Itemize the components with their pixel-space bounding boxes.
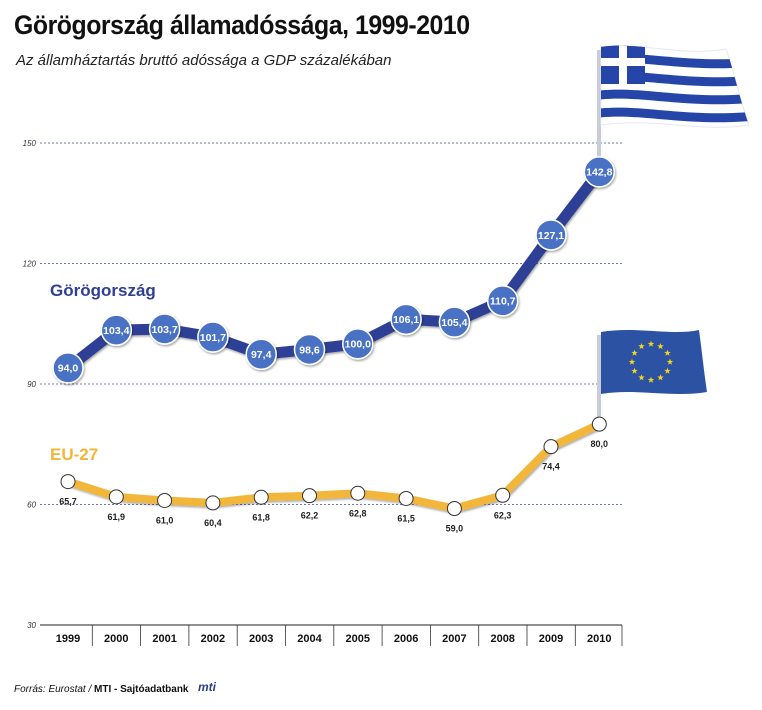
eu-star [631, 367, 638, 374]
eu-star [631, 349, 638, 356]
eu-star [657, 374, 664, 381]
debt-chart: 30 60 90 120 150 1999 2000 2001 2002 2003 2004 200… [23, 45, 750, 646]
greece-value-label: 142,8 [586, 167, 612, 179]
greece-value-label: 97,4 [251, 349, 272, 361]
eu-point [205, 495, 221, 511]
y-tick-label: 60 [27, 501, 36, 510]
series-lines [62, 166, 605, 513]
eu-point [253, 489, 269, 505]
greece-value-label: 103,4 [103, 325, 129, 337]
x-tick-label: 2009 [539, 633, 563, 645]
series-name-eu: EU-27 [50, 445, 98, 464]
greece-value-label: 101,7 [200, 332, 226, 344]
grid: 30 60 90 120 150 [23, 139, 622, 630]
greece-value-label: 106,1 [393, 314, 419, 326]
source-agency: MTI - Sajtóadatbank [94, 684, 189, 695]
source-credit: Forrás: Eurostat / MTI - Sajtóadatbank [14, 684, 188, 695]
x-tick-label: 2006 [394, 633, 418, 645]
mti-logo: mti [198, 680, 216, 694]
eu-star [664, 349, 671, 356]
greece-flag-icon [597, 45, 750, 162]
greece-point [438, 306, 471, 338]
eu-value-label: 80,0 [591, 439, 609, 449]
x-tick-label: 2008 [490, 633, 514, 645]
eu-star [647, 340, 655, 347]
greece-point [293, 333, 326, 366]
greece-point [342, 328, 374, 360]
eu-point [446, 501, 462, 517]
x-tick-label: 2002 [201, 633, 225, 645]
greece-point [245, 338, 277, 371]
series-name-greece: Görögország [50, 281, 156, 300]
eu-value-label: 65,7 [59, 497, 77, 507]
eu-point [591, 416, 607, 432]
greece-point [390, 303, 422, 336]
eu-star [664, 367, 671, 374]
eu-star [657, 343, 664, 350]
eu-point [108, 489, 124, 505]
y-tick-label: 90 [27, 380, 36, 389]
x-axis: 1999 2000 2001 2002 2003 2004 2005 2006 2007 2008… [56, 625, 623, 646]
series-line-greece [62, 166, 605, 374]
eu-value-label: 61,8 [252, 512, 270, 522]
eu-point [60, 474, 76, 490]
x-tick-label: 2005 [346, 633, 370, 645]
eu-star [666, 358, 674, 365]
greece-value-label: 100,0 [345, 339, 371, 351]
x-tick-label: 2001 [152, 633, 176, 645]
series-line-eu [64, 420, 604, 513]
chart-title: Görögország államadóssága, 1999-2010 [14, 10, 470, 40]
eu-star [638, 374, 645, 381]
greece-point [100, 314, 133, 346]
x-tick-label: 2010 [587, 633, 611, 645]
y-tick-label: 120 [23, 260, 37, 269]
eu-star [647, 376, 655, 383]
x-tick-label: 2007 [442, 633, 466, 645]
greece-point [583, 156, 616, 188]
eu-value-label: 62,3 [494, 510, 512, 520]
eu-star [638, 343, 645, 350]
eu-value-label: 61,5 [397, 513, 415, 523]
x-tick-label: 2004 [297, 633, 322, 645]
greece-value-label: 98,6 [299, 344, 320, 356]
greece-point [197, 321, 229, 353]
eu-flag-icon [597, 330, 707, 423]
eu-value-label: 62,2 [301, 511, 319, 521]
x-tick-label: 2003 [249, 633, 273, 645]
eu-value-label: 61,0 [156, 515, 174, 525]
eu-point [495, 487, 511, 503]
eu-point [350, 485, 366, 501]
chart-subtitle: Az államháztartás bruttó adóssága a GDP … [16, 52, 392, 69]
eu-value-label: 60,4 [204, 518, 222, 528]
eu-stars [628, 340, 674, 383]
eu-value-label: 74,4 [542, 462, 560, 472]
x-tick-label: 1999 [56, 633, 80, 645]
greece-point [52, 352, 84, 384]
greece-value-label: 105,4 [441, 317, 467, 329]
eu-star [628, 358, 636, 365]
eu-point [157, 492, 173, 508]
greece-point [486, 285, 519, 317]
series-labels: Görögország EU-27 94,0 103,4 103,7 101,7 97,4 9… [50, 167, 613, 534]
eu-point [302, 488, 317, 504]
eu-value-label: 61,9 [108, 512, 126, 522]
source-prefix: Forrás: Eurostat / [14, 684, 92, 695]
greece-value-label: 110,7 [490, 296, 516, 308]
greece-point [148, 313, 181, 345]
eu-value-label: 59,0 [446, 524, 464, 534]
greece-value-label: 94,0 [58, 363, 79, 375]
greece-value-label: 103,7 [151, 324, 177, 336]
x-tick-label: 2000 [104, 633, 128, 645]
eu-point [543, 439, 559, 455]
y-tick-label: 150 [23, 139, 37, 148]
flags [597, 45, 750, 423]
series-markers [52, 156, 616, 517]
y-tick-label: 30 [27, 621, 36, 630]
greece-point [535, 219, 567, 251]
eu-point [398, 490, 414, 506]
eu-value-label: 62,8 [349, 508, 367, 518]
greece-value-label: 127,1 [538, 230, 564, 242]
